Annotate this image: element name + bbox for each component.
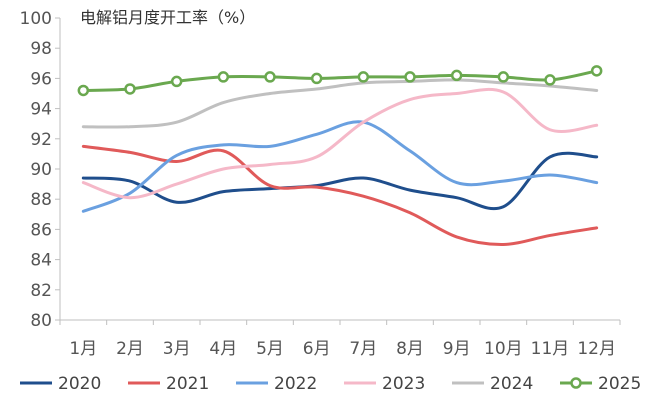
y-tick-label: 92 [30, 130, 52, 150]
y-tick-label: 80 [30, 311, 52, 331]
point-2025 [404, 71, 416, 83]
x-tick-label: 11月 [531, 339, 570, 359]
y-tick-label: 84 [30, 251, 52, 271]
chart-title: 电解铝月度开工率（%） [80, 8, 255, 27]
point-2025 [497, 71, 510, 83]
series-line-2021 [81, 144, 599, 247]
legend-label-2021: 2021 [166, 374, 209, 394]
point-2025 [124, 83, 136, 95]
x-tick-labels: 1月 2月 3月 4月 5月 6月 7月 8月 9月 10月 11月 12月 [69, 339, 616, 359]
x-tick-label: 2月 [116, 339, 144, 359]
y-tick-label: 82 [30, 281, 52, 301]
y-tick-label: 88 [30, 190, 52, 210]
legend-label-2020: 2020 [58, 374, 101, 394]
legend-marker-2025 [570, 377, 582, 389]
y-tick-label: 86 [30, 220, 52, 240]
point-2025 [450, 69, 463, 82]
point-2025 [357, 71, 370, 83]
series-line-2023 [81, 87, 599, 200]
y-tick-label: 100 [20, 9, 52, 29]
series-line-2025 [81, 69, 599, 92]
x-tick-label: 12月 [577, 339, 616, 359]
y-tick-labels: 80 82 84 86 88 90 92 94 96 98 100 [20, 9, 52, 331]
y-tick-label: 94 [30, 100, 52, 120]
point-2025 [544, 74, 556, 86]
x-tick-label: 3月 [163, 339, 191, 359]
y-tick-label: 96 [30, 69, 52, 89]
legend-label-2024: 2024 [490, 374, 533, 394]
point-2025 [590, 65, 603, 77]
series-lines [77, 65, 603, 247]
point-2025 [310, 72, 323, 85]
series-line-2022 [81, 120, 599, 213]
x-tick-label: 10月 [484, 339, 523, 359]
x-tick-label: 6月 [303, 339, 331, 359]
x-tick-label: 8月 [396, 339, 424, 359]
point-2025 [264, 71, 276, 83]
legend-label-2025: 2025 [598, 374, 641, 394]
axes [55, 17, 621, 325]
legend: 2020 2021 2022 2023 2024 2025 [20, 374, 641, 394]
series-line-2024 [81, 78, 599, 129]
series-line-2020 [81, 151, 599, 211]
x-tick-label: 9月 [443, 339, 471, 359]
point-2025 [217, 71, 230, 83]
x-tick-label: 4月 [209, 339, 237, 359]
legend-label-2023: 2023 [382, 374, 425, 394]
x-tick-label: 7月 [349, 339, 377, 359]
point-2025 [77, 84, 90, 97]
y-tick-label: 90 [30, 160, 52, 180]
point-2025 [170, 75, 183, 88]
x-tick-label: 5月 [256, 339, 284, 359]
y-tick-label: 98 [30, 39, 52, 59]
x-tick-label: 1月 [69, 339, 97, 359]
legend-label-2022: 2022 [274, 374, 317, 394]
